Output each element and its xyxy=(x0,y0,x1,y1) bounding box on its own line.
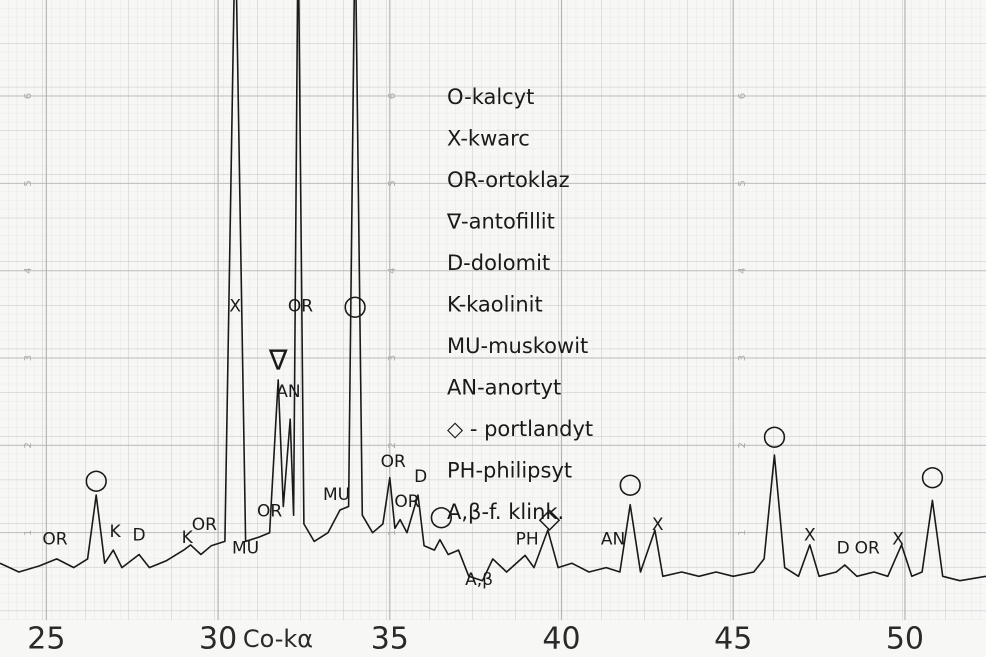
y-tick-label: 5 xyxy=(387,180,398,186)
x-tick-label: 50 xyxy=(886,622,924,657)
peak-label: ○ xyxy=(429,499,453,532)
peak-label: OR xyxy=(394,492,419,512)
peak-label: ○ xyxy=(84,462,108,495)
legend-entry: O-kalcyt xyxy=(447,85,534,109)
y-tick-label: 3 xyxy=(387,355,398,361)
y-tick-label: 5 xyxy=(737,180,748,186)
y-tick-label: 2 xyxy=(23,442,34,448)
y-tick-label: 2 xyxy=(737,442,748,448)
legend-entry: D-dolomit xyxy=(447,251,550,275)
y-tick-label: 6 xyxy=(23,93,34,99)
y-tick-label: 3 xyxy=(737,355,748,361)
y-tick-label: 4 xyxy=(23,268,34,274)
peak-label: D xyxy=(837,538,850,558)
x-axis-label: Co-kα xyxy=(243,625,313,653)
legend-entry: X-kwarc xyxy=(447,127,530,151)
y-tick-label: 6 xyxy=(737,93,748,99)
legend-entry: K-kaolinit xyxy=(447,293,543,317)
y-tick-label: 2 xyxy=(387,442,398,448)
y-tick-label: 4 xyxy=(387,268,398,274)
peak-label: ○ xyxy=(920,459,944,492)
peak-label: X xyxy=(892,530,904,550)
legend-entry: ∇-antofillit xyxy=(446,210,555,234)
peak-label: OR xyxy=(192,515,217,535)
peak-label: D xyxy=(133,525,146,545)
y-tick-label: 5 xyxy=(23,180,34,186)
peak-label: OR xyxy=(288,297,313,317)
peak-label: MU xyxy=(323,485,350,505)
y-tick-label: 6 xyxy=(387,93,398,99)
peak-label: X xyxy=(804,525,816,545)
peak-label: ◇ xyxy=(539,502,561,535)
x-tick-label: 35 xyxy=(371,622,409,657)
legend-entry: PH-philipsyt xyxy=(447,459,572,483)
peak-label: D xyxy=(414,467,427,487)
x-tick-label: 25 xyxy=(27,622,65,657)
legend-entry: OR-ortoklaz xyxy=(447,168,570,192)
peak-label: OR xyxy=(42,530,67,550)
peak-label: OR xyxy=(855,538,880,558)
peak-label: K xyxy=(109,522,121,542)
legend-entry: MU-muskowit xyxy=(447,334,588,358)
peak-label: AN xyxy=(601,530,625,550)
peak-label: X xyxy=(229,297,241,317)
legend-entry: A,β-f. klink. xyxy=(447,500,564,524)
peak-label: PH xyxy=(516,530,539,550)
peak-label: A,β xyxy=(465,570,493,590)
y-tick-label: 1 xyxy=(387,529,398,535)
peak-label: ○ xyxy=(343,289,367,322)
legend-entry: ◇ - portlandyt xyxy=(447,417,593,441)
peak-label: OR xyxy=(257,502,282,522)
x-tick-label: 45 xyxy=(714,622,752,657)
y-tick-label: 1 xyxy=(737,529,748,535)
graph-paper xyxy=(0,0,986,620)
peak-label: K xyxy=(182,528,194,548)
y-tick-label: 3 xyxy=(23,355,34,361)
plot-area xyxy=(0,0,986,582)
y-tick-label: 1 xyxy=(23,529,34,535)
peak-label: AN xyxy=(276,382,300,402)
peak-label: ○ xyxy=(762,419,786,452)
peak-label: OR xyxy=(381,452,406,472)
y-tick-label: 4 xyxy=(737,268,748,274)
legend-entry: AN-anortyt xyxy=(447,376,561,400)
diffraction-trace xyxy=(0,0,986,582)
x-tick-label: 30 xyxy=(199,622,237,657)
peak-label: ○ xyxy=(618,467,642,500)
x-tick-label: 40 xyxy=(542,622,580,657)
peak-label: ∇ xyxy=(268,344,288,377)
peak-label: X xyxy=(652,515,664,535)
peak-label: MU xyxy=(232,538,259,558)
